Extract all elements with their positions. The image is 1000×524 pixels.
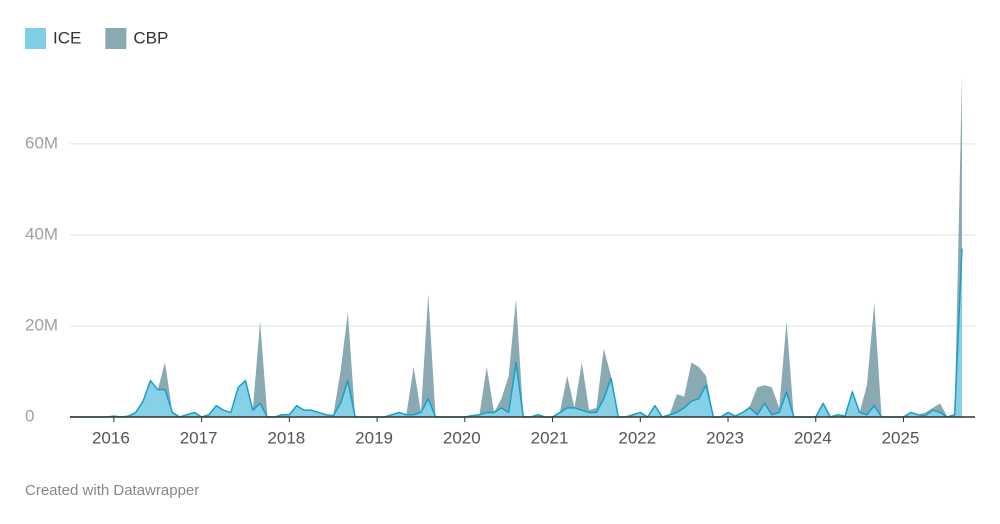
x-tick-label: 2023 (706, 428, 744, 447)
legend-swatch (105, 28, 127, 49)
y-tick-label: 60M (25, 133, 58, 152)
x-tick-label: 2020 (443, 428, 481, 447)
y-tick-label: 20M (25, 315, 58, 334)
legend-swatch (25, 28, 46, 49)
x-tick-label: 2021 (531, 428, 569, 447)
y-tick-label: 0 (25, 406, 34, 425)
x-tick-label: 2019 (355, 428, 393, 447)
area (70, 248, 962, 417)
legend-label: ICE (53, 28, 81, 47)
legend-label: CBP (133, 28, 168, 47)
x-tick-label: 2018 (267, 428, 305, 447)
x-tick-label: 2025 (882, 428, 920, 447)
area (70, 75, 962, 417)
credit: Created with Datawrapper (25, 482, 199, 499)
x-tick-label: 2024 (794, 428, 832, 447)
y-tick-label: 40M (25, 224, 58, 243)
x-tick-label: 2022 (618, 428, 656, 447)
x-tick-label: 2016 (92, 428, 130, 447)
x-tick-label: 2017 (180, 428, 218, 447)
